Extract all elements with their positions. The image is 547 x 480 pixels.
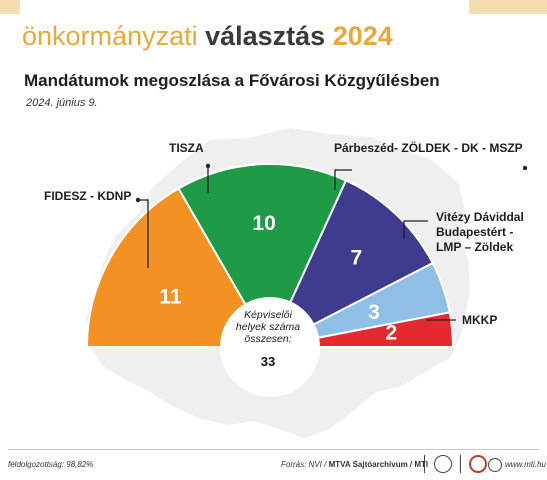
footer: feldolgozottság: 98,82% Forrás: NVI / MT… [0,449,547,480]
source-credit: Forrás: NVI / MTVA Sajtóarchívum / MTI [281,460,428,469]
leader-line-vitezy-daviddal-budapestert-lmp-zoldek [403,220,428,239]
seat-count-tisza: 10 [252,212,275,235]
website-url: www.mti.hu [505,460,546,469]
footer-rule [8,449,539,450]
turnout-note: feldolgozottság: 98,82% [8,460,94,469]
source-bold: MTVA Sajtóarchívum / MTI [328,460,429,469]
banner-title-year: 2024 [332,21,393,51]
party-label-fidesz-kdnp: FIDESZ - KDNP [44,189,131,203]
total-seats: 33 [261,354,275,369]
footer-separator [424,455,425,473]
party-label-mkkp: MKKP [462,313,497,327]
chart-date: 2024. június 9. [26,97,98,109]
seat-count-fidesz-kdnp: 11 [159,286,182,309]
leader-line-fidesz-kdnp [140,199,149,268]
leader-dot-fidesz-kdnp [135,197,141,203]
seat-count-vitezy-daviddal-budapestert-lmp-zoldek: 3 [368,301,380,324]
seat-count-parbeszed-zoldek-dk-mszp: 7 [350,247,362,270]
source-prefix: Forrás: NVI / [281,460,327,469]
banner-title-light: önkormányzati [22,21,198,51]
seat-chart: 11 FIDESZ - KDNP 10 TISZA 7 Párbeszéd- ZÖLDEK… [44,128,528,438]
center-caption: Képviselői helyek száma összesen: [236,309,300,345]
leader-dot-tisza [205,163,211,169]
chart-headline: Mandátumok megoszlása a Fővárosi Közgyűl… [24,71,440,90]
party-label-vitezy-daviddal-budapestert-lmp-zoldek: Vitézy Dáviddal Budapestért -LMP – Zöldek [436,210,524,254]
mti-mark-icon [488,458,502,472]
banner-title-bold: választás [205,21,326,51]
party-label-tisza: TISZA [169,141,204,155]
mti-logo-icon [469,455,487,473]
banner: önkormányzati választás 2024 [0,0,547,63]
footer-separator [460,455,461,473]
slice-tisza [177,162,348,350]
banner-corner-left [0,0,20,14]
banner-corner-right [469,0,547,14]
leader-line-parbeszed-zoldek-dk-mszp [334,169,352,190]
slice-fidesz-kdnp [85,187,272,348]
center-hole [220,297,320,397]
leader-dot-parbeszed-zoldek-dk-mszp [522,165,528,171]
banner-title: önkormányzati választás 2024 [22,20,393,52]
mtva-logo-icon [434,455,452,473]
seat-count-mkkp: 2 [386,321,398,344]
slice-parbeszed-zoldek-dk-mszp [267,179,435,350]
party-label-parbeszed-zoldek-dk-mszp: Párbeszéd- ZÖLDEK - DK - MSZP [334,140,523,155]
